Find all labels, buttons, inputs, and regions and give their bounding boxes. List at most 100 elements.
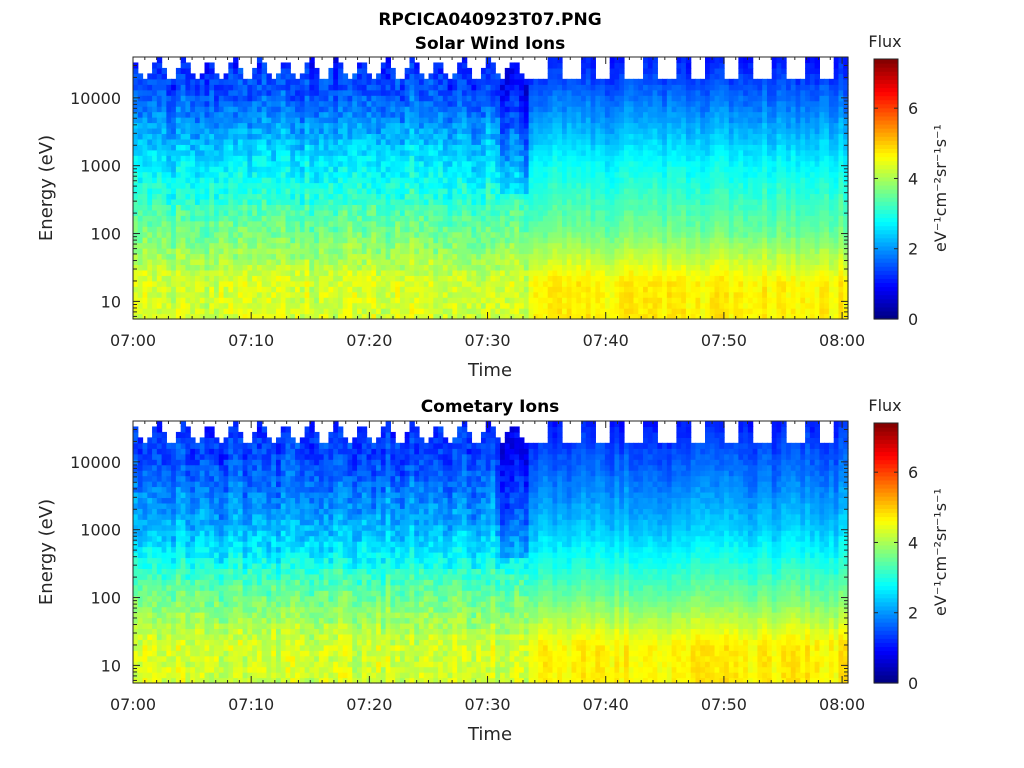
heatmap-cell <box>304 242 310 249</box>
heatmap-cell <box>233 78 239 85</box>
heatmap-cell <box>557 215 563 222</box>
heatmap-cell <box>309 308 315 315</box>
heatmap-cell <box>395 248 401 255</box>
heatmap-cell <box>538 78 544 85</box>
heatmap-cell <box>504 258 511 266</box>
heatmap-cell <box>147 209 153 216</box>
heatmap-cell <box>528 117 534 124</box>
heatmap-cell <box>266 291 272 298</box>
heatmap-cell <box>395 127 401 135</box>
heatmap-cell <box>414 177 420 184</box>
heatmap-cell <box>266 204 272 211</box>
heatmap-cell <box>342 269 349 276</box>
heatmap-cell <box>447 269 453 276</box>
heatmap-cell <box>476 160 482 167</box>
heatmap-cell <box>247 106 253 113</box>
heatmap-cell <box>290 188 296 195</box>
heatmap-cell <box>314 160 320 167</box>
heatmap-cell <box>261 160 268 167</box>
heatmap-cell <box>500 149 506 156</box>
heatmap-cell <box>438 248 444 255</box>
heatmap-cell <box>385 204 391 211</box>
heatmap-cell <box>461 78 468 85</box>
heatmap-cell <box>581 111 587 118</box>
heatmap-cell <box>256 226 263 233</box>
heatmap-cell <box>290 302 296 309</box>
heatmap-cell <box>533 280 539 287</box>
heatmap-cell <box>380 106 387 113</box>
heatmap-cell <box>538 144 544 151</box>
heatmap-cell <box>223 253 229 260</box>
heatmap-cell <box>633 248 639 255</box>
heatmap-cell <box>214 204 220 211</box>
heatmap-cell <box>309 237 315 244</box>
heatmap-cell <box>371 166 377 173</box>
heatmap-cell <box>409 248 415 255</box>
heatmap-cell <box>643 127 649 135</box>
heatmap-cell <box>523 220 530 227</box>
heatmap-cell <box>609 198 616 205</box>
heatmap-cell <box>242 144 248 151</box>
heatmap-cell <box>342 264 349 271</box>
heatmap-cell <box>204 182 210 189</box>
heatmap-cell <box>528 100 534 107</box>
heatmap-cell <box>466 215 473 222</box>
heatmap-cell <box>552 182 558 189</box>
heatmap-cell <box>519 160 525 167</box>
heatmap-cell <box>538 149 544 156</box>
heatmap-cell <box>285 84 291 91</box>
heatmap-cell <box>409 171 415 178</box>
heatmap-cell <box>638 166 644 173</box>
heatmap-cell <box>480 177 487 184</box>
heatmap-cell <box>376 177 382 184</box>
heatmap-cell <box>609 286 616 293</box>
heatmap-cell <box>438 280 444 287</box>
heatmap-cell <box>376 269 382 276</box>
heatmap-cell <box>304 149 310 156</box>
heatmap-cell <box>247 95 253 102</box>
heatmap-cell <box>628 111 635 118</box>
heatmap-cell <box>566 253 573 260</box>
heatmap-cell <box>371 127 377 135</box>
heatmap-cell <box>566 149 573 156</box>
heatmap-cell <box>609 188 616 195</box>
heatmap-cell <box>404 302 411 309</box>
heatmap-cell <box>552 253 558 260</box>
heatmap-cell <box>256 62 263 69</box>
heatmap-cell <box>619 133 625 140</box>
heatmap-cell <box>452 188 458 195</box>
heatmap-cell <box>461 302 468 309</box>
heatmap-cell <box>566 302 573 309</box>
heatmap-cell <box>180 188 187 195</box>
heatmap-cell <box>485 258 492 266</box>
heatmap-cell <box>628 138 635 145</box>
heatmap-cell <box>337 182 344 189</box>
heatmap-cell <box>590 193 596 200</box>
heatmap-cell <box>137 106 144 113</box>
heatmap-cell <box>361 177 368 184</box>
heatmap-cell <box>557 144 563 151</box>
heatmap-cell <box>514 269 520 276</box>
heatmap-cell <box>380 269 387 276</box>
heatmap-cell <box>647 111 654 118</box>
heatmap-cell <box>185 67 191 74</box>
heatmap-cell <box>562 117 568 124</box>
heatmap-cell <box>337 253 344 260</box>
heatmap-cell <box>500 182 506 189</box>
heatmap-cell <box>509 149 515 156</box>
heatmap-cell <box>476 248 482 255</box>
heatmap-cell <box>328 248 334 255</box>
heatmap-cell <box>581 193 587 200</box>
heatmap-cell <box>609 111 616 118</box>
heatmap-cell <box>380 155 387 162</box>
heatmap-cell <box>228 127 234 135</box>
heatmap-cell <box>233 269 239 276</box>
heatmap-cell <box>395 220 401 227</box>
heatmap-cell <box>280 177 287 184</box>
heatmap-cell <box>395 117 401 124</box>
heatmap-cell <box>428 193 434 200</box>
heatmap-cell <box>361 237 368 244</box>
heatmap-cell <box>209 302 215 309</box>
heatmap-cell <box>147 155 153 162</box>
heatmap-cell <box>419 291 425 298</box>
